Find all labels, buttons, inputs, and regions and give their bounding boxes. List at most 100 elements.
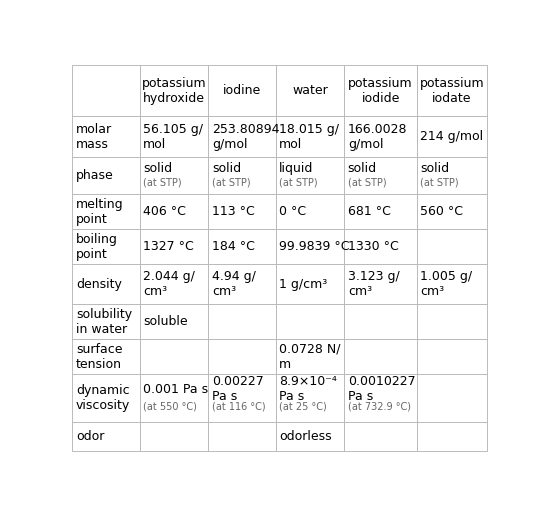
Bar bbox=[73, 65, 140, 117]
Bar bbox=[345, 65, 417, 117]
Text: molar
mass: molar mass bbox=[76, 123, 112, 151]
Bar bbox=[209, 264, 276, 305]
Text: (at 732.9 °C): (at 732.9 °C) bbox=[348, 402, 411, 412]
Bar bbox=[417, 194, 487, 229]
Bar bbox=[276, 305, 345, 339]
Bar bbox=[209, 374, 276, 422]
Text: (at STP): (at STP) bbox=[279, 177, 318, 187]
Text: 1327 °C: 1327 °C bbox=[143, 240, 194, 253]
Text: 253.80894
g/mol: 253.80894 g/mol bbox=[212, 123, 280, 151]
Text: 0 °C: 0 °C bbox=[279, 205, 306, 218]
Text: (at 550 °C): (at 550 °C) bbox=[143, 402, 197, 412]
Text: 406 °C: 406 °C bbox=[143, 205, 186, 218]
Text: boiling
point: boiling point bbox=[76, 233, 118, 261]
Bar bbox=[276, 157, 345, 194]
Bar bbox=[209, 117, 276, 157]
Text: melting
point: melting point bbox=[76, 198, 123, 226]
Bar bbox=[417, 422, 487, 451]
Bar bbox=[345, 374, 417, 422]
Bar bbox=[276, 65, 345, 117]
Bar bbox=[209, 65, 276, 117]
Text: 166.0028
g/mol: 166.0028 g/mol bbox=[348, 123, 407, 151]
Text: liquid: liquid bbox=[279, 162, 313, 175]
Bar bbox=[345, 194, 417, 229]
Text: solid: solid bbox=[143, 162, 172, 175]
Bar bbox=[345, 264, 417, 305]
Bar bbox=[345, 157, 417, 194]
Bar bbox=[417, 229, 487, 264]
Bar bbox=[209, 229, 276, 264]
Bar bbox=[417, 305, 487, 339]
Text: potassium
iodide: potassium iodide bbox=[348, 77, 413, 105]
Text: solid: solid bbox=[348, 162, 377, 175]
Text: (at 116 °C): (at 116 °C) bbox=[212, 402, 265, 412]
Bar bbox=[209, 157, 276, 194]
Text: (at STP): (at STP) bbox=[420, 177, 459, 187]
Text: 0.0010227
Pa s: 0.0010227 Pa s bbox=[348, 376, 416, 404]
Bar bbox=[140, 65, 209, 117]
Text: solubility
in water: solubility in water bbox=[76, 308, 132, 336]
Bar bbox=[345, 117, 417, 157]
Text: (at STP): (at STP) bbox=[212, 177, 251, 187]
Bar bbox=[276, 422, 345, 451]
Bar bbox=[140, 157, 209, 194]
Bar bbox=[140, 117, 209, 157]
Bar bbox=[276, 374, 345, 422]
Bar bbox=[73, 374, 140, 422]
Text: 99.9839 °C: 99.9839 °C bbox=[279, 240, 349, 253]
Bar bbox=[417, 65, 487, 117]
Text: water: water bbox=[292, 84, 328, 97]
Bar bbox=[417, 157, 487, 194]
Bar bbox=[417, 339, 487, 374]
Bar bbox=[276, 194, 345, 229]
Text: 3.123 g/
cm³: 3.123 g/ cm³ bbox=[348, 270, 400, 298]
Bar bbox=[73, 157, 140, 194]
Bar bbox=[73, 305, 140, 339]
Text: 4.94 g/
cm³: 4.94 g/ cm³ bbox=[212, 270, 256, 298]
Bar bbox=[417, 374, 487, 422]
Bar bbox=[417, 117, 487, 157]
Text: 18.015 g/
mol: 18.015 g/ mol bbox=[279, 123, 339, 151]
Bar bbox=[209, 339, 276, 374]
Bar bbox=[417, 264, 487, 305]
Bar bbox=[73, 264, 140, 305]
Text: 681 °C: 681 °C bbox=[348, 205, 391, 218]
Bar bbox=[276, 229, 345, 264]
Text: dynamic
viscosity: dynamic viscosity bbox=[76, 384, 130, 412]
Text: odor: odor bbox=[76, 430, 104, 443]
Text: 0.0728 N/
m: 0.0728 N/ m bbox=[279, 343, 340, 371]
Text: solid: solid bbox=[212, 162, 241, 175]
Bar bbox=[140, 264, 209, 305]
Text: 560 °C: 560 °C bbox=[420, 205, 464, 218]
Text: odorless: odorless bbox=[279, 430, 331, 443]
Text: 8.9×10⁻⁴
Pa s: 8.9×10⁻⁴ Pa s bbox=[279, 376, 337, 404]
Text: 113 °C: 113 °C bbox=[212, 205, 254, 218]
Text: soluble: soluble bbox=[143, 315, 188, 329]
Text: iodine: iodine bbox=[223, 84, 261, 97]
Text: 0.001 Pa s: 0.001 Pa s bbox=[143, 383, 208, 396]
Text: potassium
hydroxide: potassium hydroxide bbox=[142, 77, 206, 105]
Bar bbox=[276, 339, 345, 374]
Text: surface
tension: surface tension bbox=[76, 343, 122, 371]
Text: phase: phase bbox=[76, 169, 114, 182]
Text: 2.044 g/
cm³: 2.044 g/ cm³ bbox=[143, 270, 195, 298]
Bar bbox=[209, 305, 276, 339]
Bar bbox=[345, 305, 417, 339]
Text: 184 °C: 184 °C bbox=[212, 240, 254, 253]
Bar bbox=[73, 229, 140, 264]
Text: 1330 °C: 1330 °C bbox=[348, 240, 399, 253]
Bar bbox=[209, 422, 276, 451]
Bar bbox=[73, 117, 140, 157]
Text: (at 25 °C): (at 25 °C) bbox=[279, 402, 327, 412]
Bar bbox=[209, 194, 276, 229]
Text: density: density bbox=[76, 278, 122, 291]
Bar bbox=[345, 422, 417, 451]
Bar bbox=[140, 374, 209, 422]
Bar bbox=[73, 194, 140, 229]
Text: 0.00227
Pa s: 0.00227 Pa s bbox=[212, 376, 264, 404]
Bar bbox=[73, 422, 140, 451]
Bar bbox=[140, 194, 209, 229]
Bar bbox=[276, 117, 345, 157]
Bar bbox=[140, 305, 209, 339]
Text: 214 g/mol: 214 g/mol bbox=[420, 130, 483, 143]
